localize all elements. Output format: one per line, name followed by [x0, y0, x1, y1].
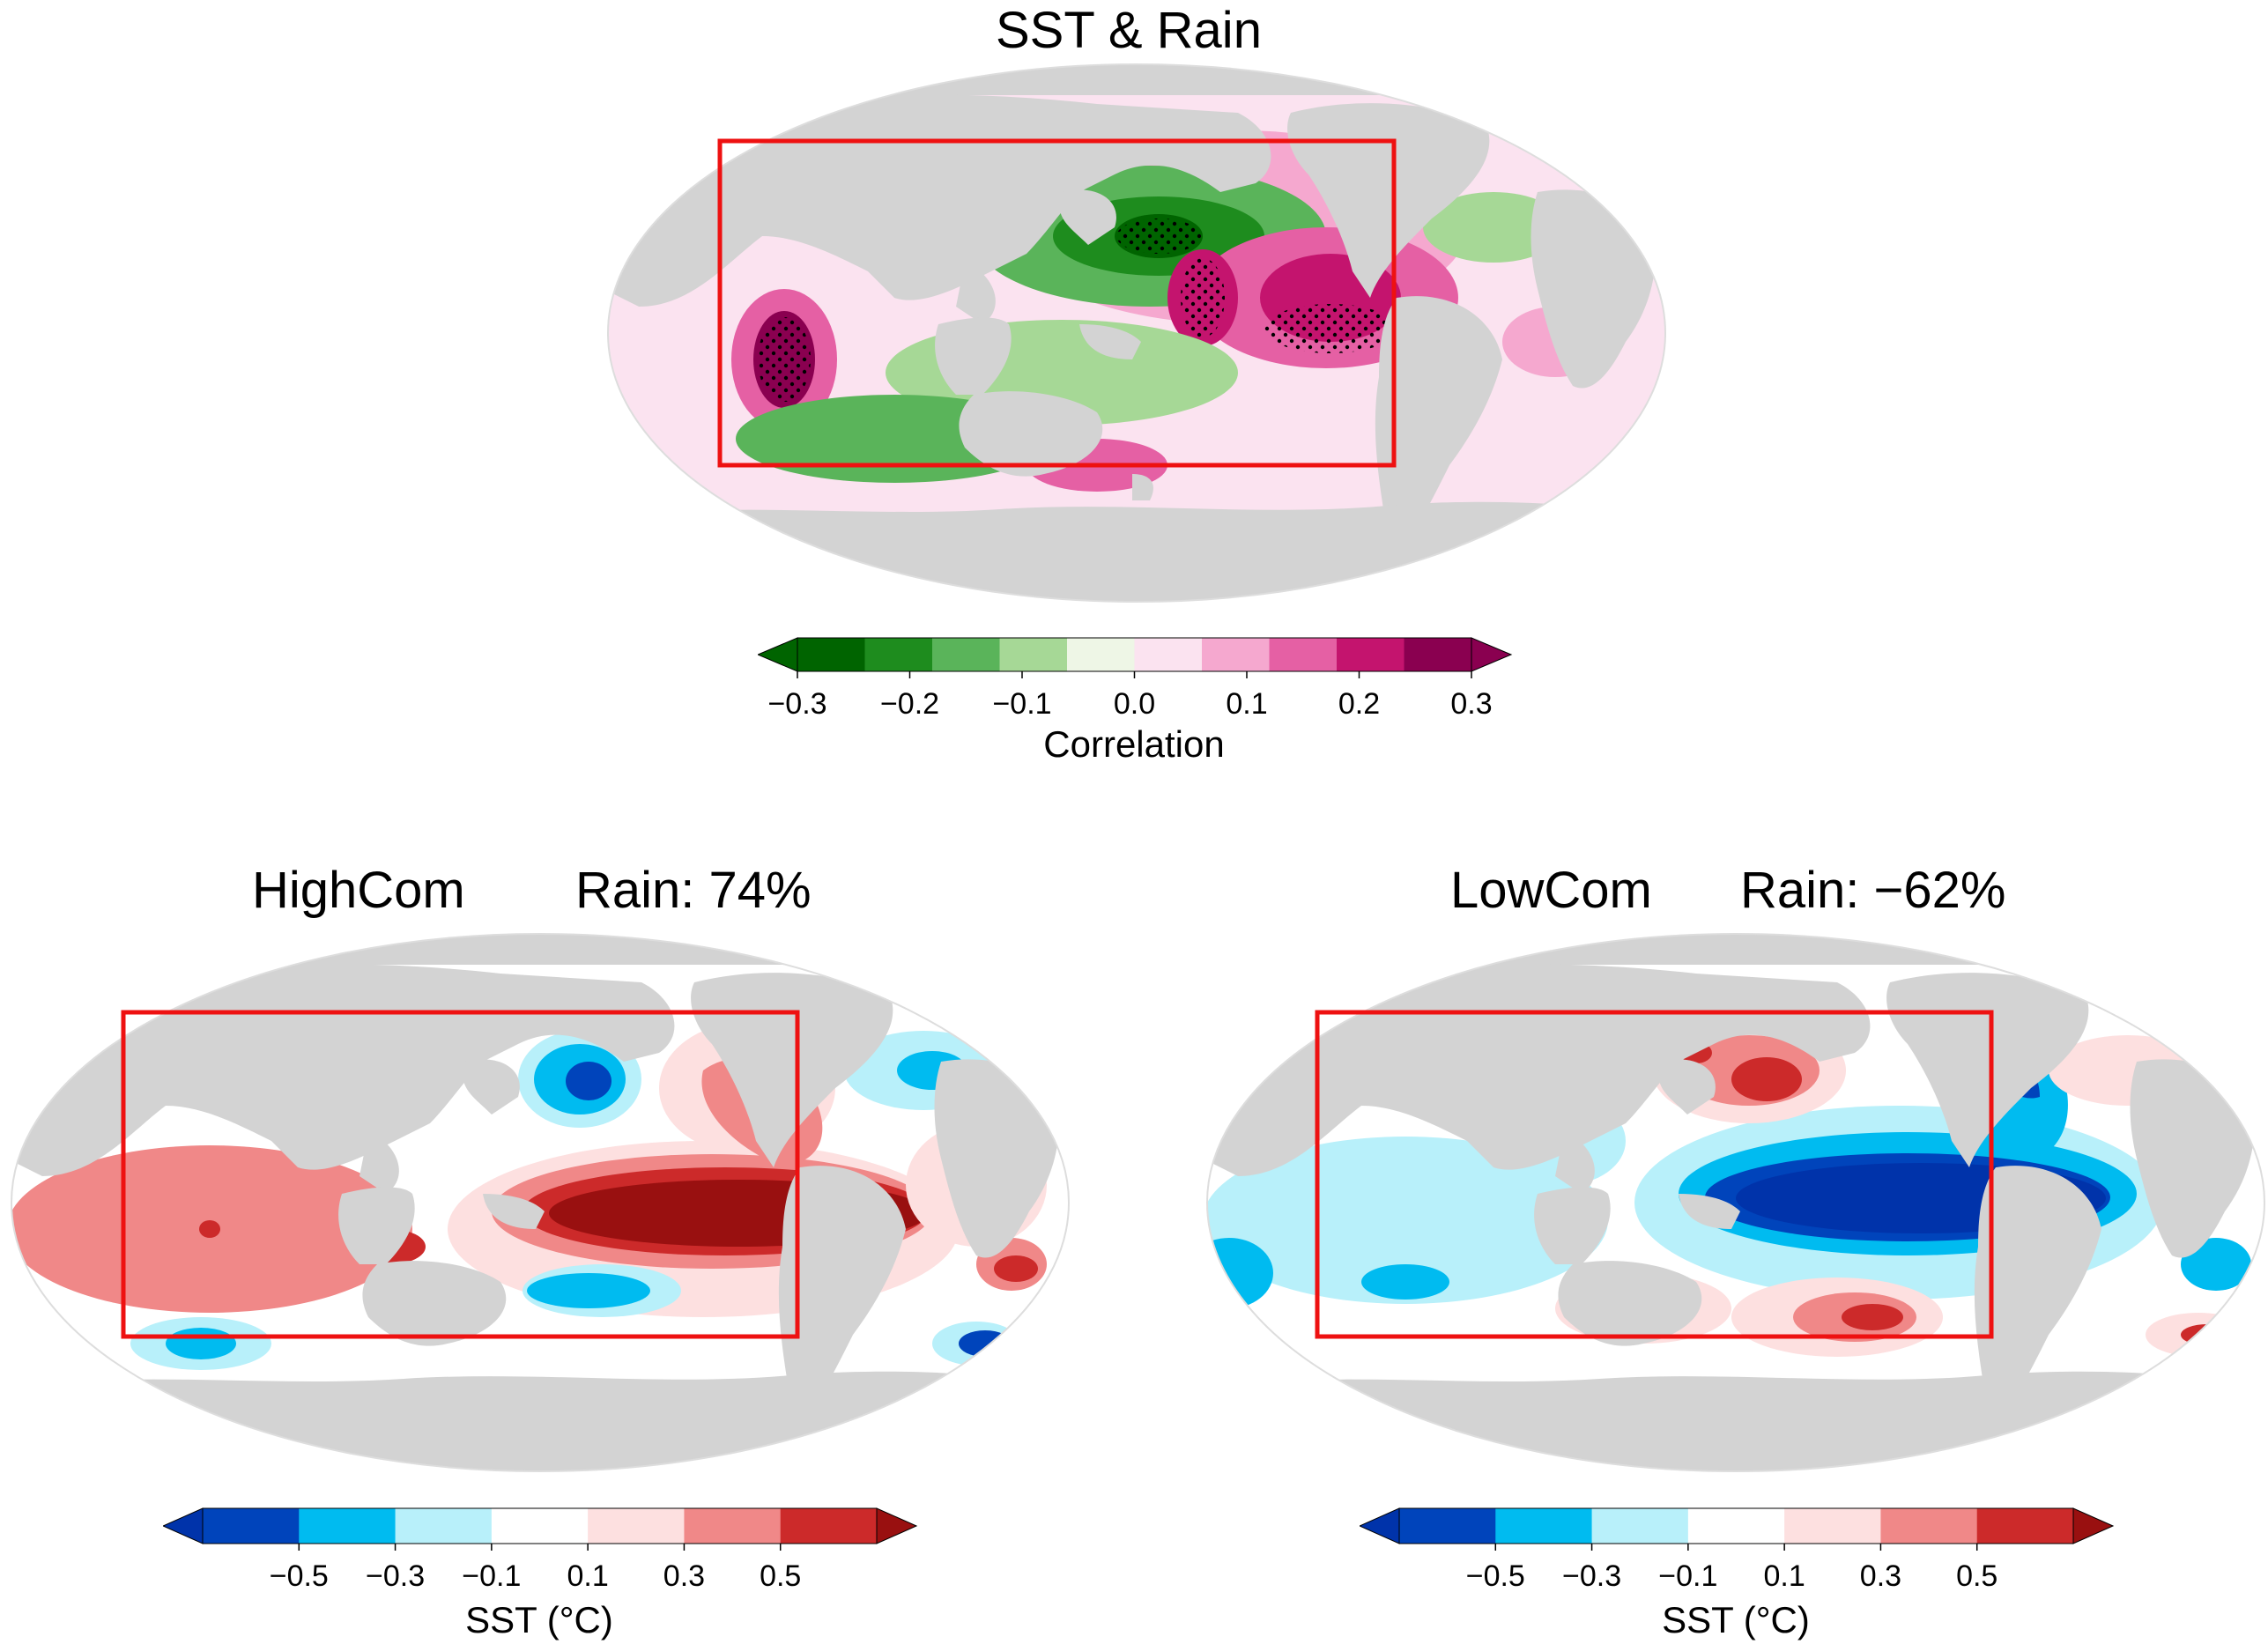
right-colorbar-under-arrow: [1360, 1507, 1400, 1544]
left-colorbar: −0.5 −0.3 −0.1 0.1 0.3 0.5 SST (°C): [163, 1507, 918, 1640]
left-colorbar-segment: [491, 1508, 589, 1544]
left-colorbar-segment: [203, 1508, 300, 1544]
left-colorbar-tick-label: −0.5: [270, 1559, 329, 1593]
top-colorbar-segment: [1404, 638, 1472, 671]
top-colorbar-segment: [1067, 638, 1135, 671]
top-colorbar-segment: [932, 638, 1000, 671]
top-colorbar-tick-label: −0.1: [992, 687, 1051, 721]
left-colorbar-tick-label: 0.5: [760, 1559, 801, 1593]
right-colorbar-tick-label: 0.3: [1860, 1559, 1901, 1593]
right-panel-rain-label: Rain: −62%: [1740, 862, 2006, 919]
top-colorbar-segment: [1269, 638, 1338, 671]
left-region-box: [121, 1010, 800, 1339]
top-colorbar-tick-label: 0.0: [1114, 687, 1155, 721]
right-colorbar-segment: [1591, 1508, 1689, 1544]
right-colorbar-segment: [1399, 1508, 1496, 1544]
top-colorbar-segment: [1202, 638, 1270, 671]
left-colorbar-label: SST (°C): [465, 1599, 613, 1640]
top-region-box: [717, 138, 1397, 468]
left-colorbar-segment: [780, 1508, 878, 1544]
top-colorbar-segment: [864, 638, 933, 671]
top-colorbar-tick-label: 0.2: [1338, 687, 1380, 721]
right-colorbar-segment: [1976, 1508, 2074, 1544]
right-colorbar-tick-label: −0.3: [1562, 1559, 1621, 1593]
right-panel-title: LowCom: [1450, 862, 1652, 919]
right-colorbar-tick-label: 0.1: [1764, 1559, 1805, 1593]
top-colorbar: −0.3 −0.2 −0.1 0.0 0.1 0.2 0.3 Correlation: [758, 637, 1513, 765]
right-colorbar-tick-label: −0.5: [1466, 1559, 1525, 1593]
right-colorbar-over-arrow: [2072, 1507, 2115, 1544]
right-colorbar-segment: [1784, 1508, 1881, 1544]
left-panel-title: HighCom: [252, 862, 465, 919]
left-colorbar-segment: [684, 1508, 782, 1544]
right-colorbar-segment: [1495, 1508, 1593, 1544]
left-colorbar-under-arrow: [163, 1507, 204, 1544]
right-map: [1206, 933, 2265, 1472]
left-colorbar-tick-label: −0.3: [366, 1559, 425, 1593]
left-map: [11, 933, 1070, 1472]
top-colorbar-tick-label: −0.2: [880, 687, 939, 721]
top-colorbar-segment: [797, 638, 865, 671]
left-colorbar-segment: [395, 1508, 493, 1544]
left-colorbar-tick-label: 0.1: [567, 1559, 609, 1593]
top-panel-title: SST & Rain: [996, 2, 1262, 59]
top-colorbar-over-arrow: [1471, 637, 1513, 672]
top-colorbar-segment: [1337, 638, 1405, 671]
top-colorbar-under-arrow: [758, 637, 798, 672]
top-colorbar-tick-label: 0.1: [1226, 687, 1267, 721]
right-colorbar-segment: [1687, 1508, 1785, 1544]
top-colorbar-tick-label: −0.3: [767, 687, 826, 721]
top-colorbar-label: Correlation: [1043, 723, 1224, 765]
right-colorbar-segment: [1880, 1508, 1978, 1544]
left-colorbar-tick-label: −0.1: [462, 1559, 521, 1593]
right-colorbar: −0.5 −0.3 −0.1 0.1 0.3 0.5 SST (°C): [1360, 1507, 2115, 1640]
left-colorbar-tick-label: 0.3: [663, 1559, 705, 1593]
top-map: [607, 63, 1666, 603]
left-panel-rain-label: Rain: 74%: [575, 862, 812, 919]
left-colorbar-over-arrow: [876, 1507, 918, 1544]
top-colorbar-tick-label: 0.3: [1450, 687, 1492, 721]
right-colorbar-tick-label: −0.1: [1658, 1559, 1717, 1593]
right-colorbar-tick-label: 0.5: [1956, 1559, 1997, 1593]
right-region-box: [1315, 1010, 1994, 1339]
top-colorbar-segment: [1134, 638, 1203, 671]
top-colorbar-segment: [999, 638, 1068, 671]
left-colorbar-segment: [588, 1508, 685, 1544]
right-colorbar-label: SST (°C): [1662, 1599, 1810, 1640]
left-colorbar-segment: [299, 1508, 397, 1544]
